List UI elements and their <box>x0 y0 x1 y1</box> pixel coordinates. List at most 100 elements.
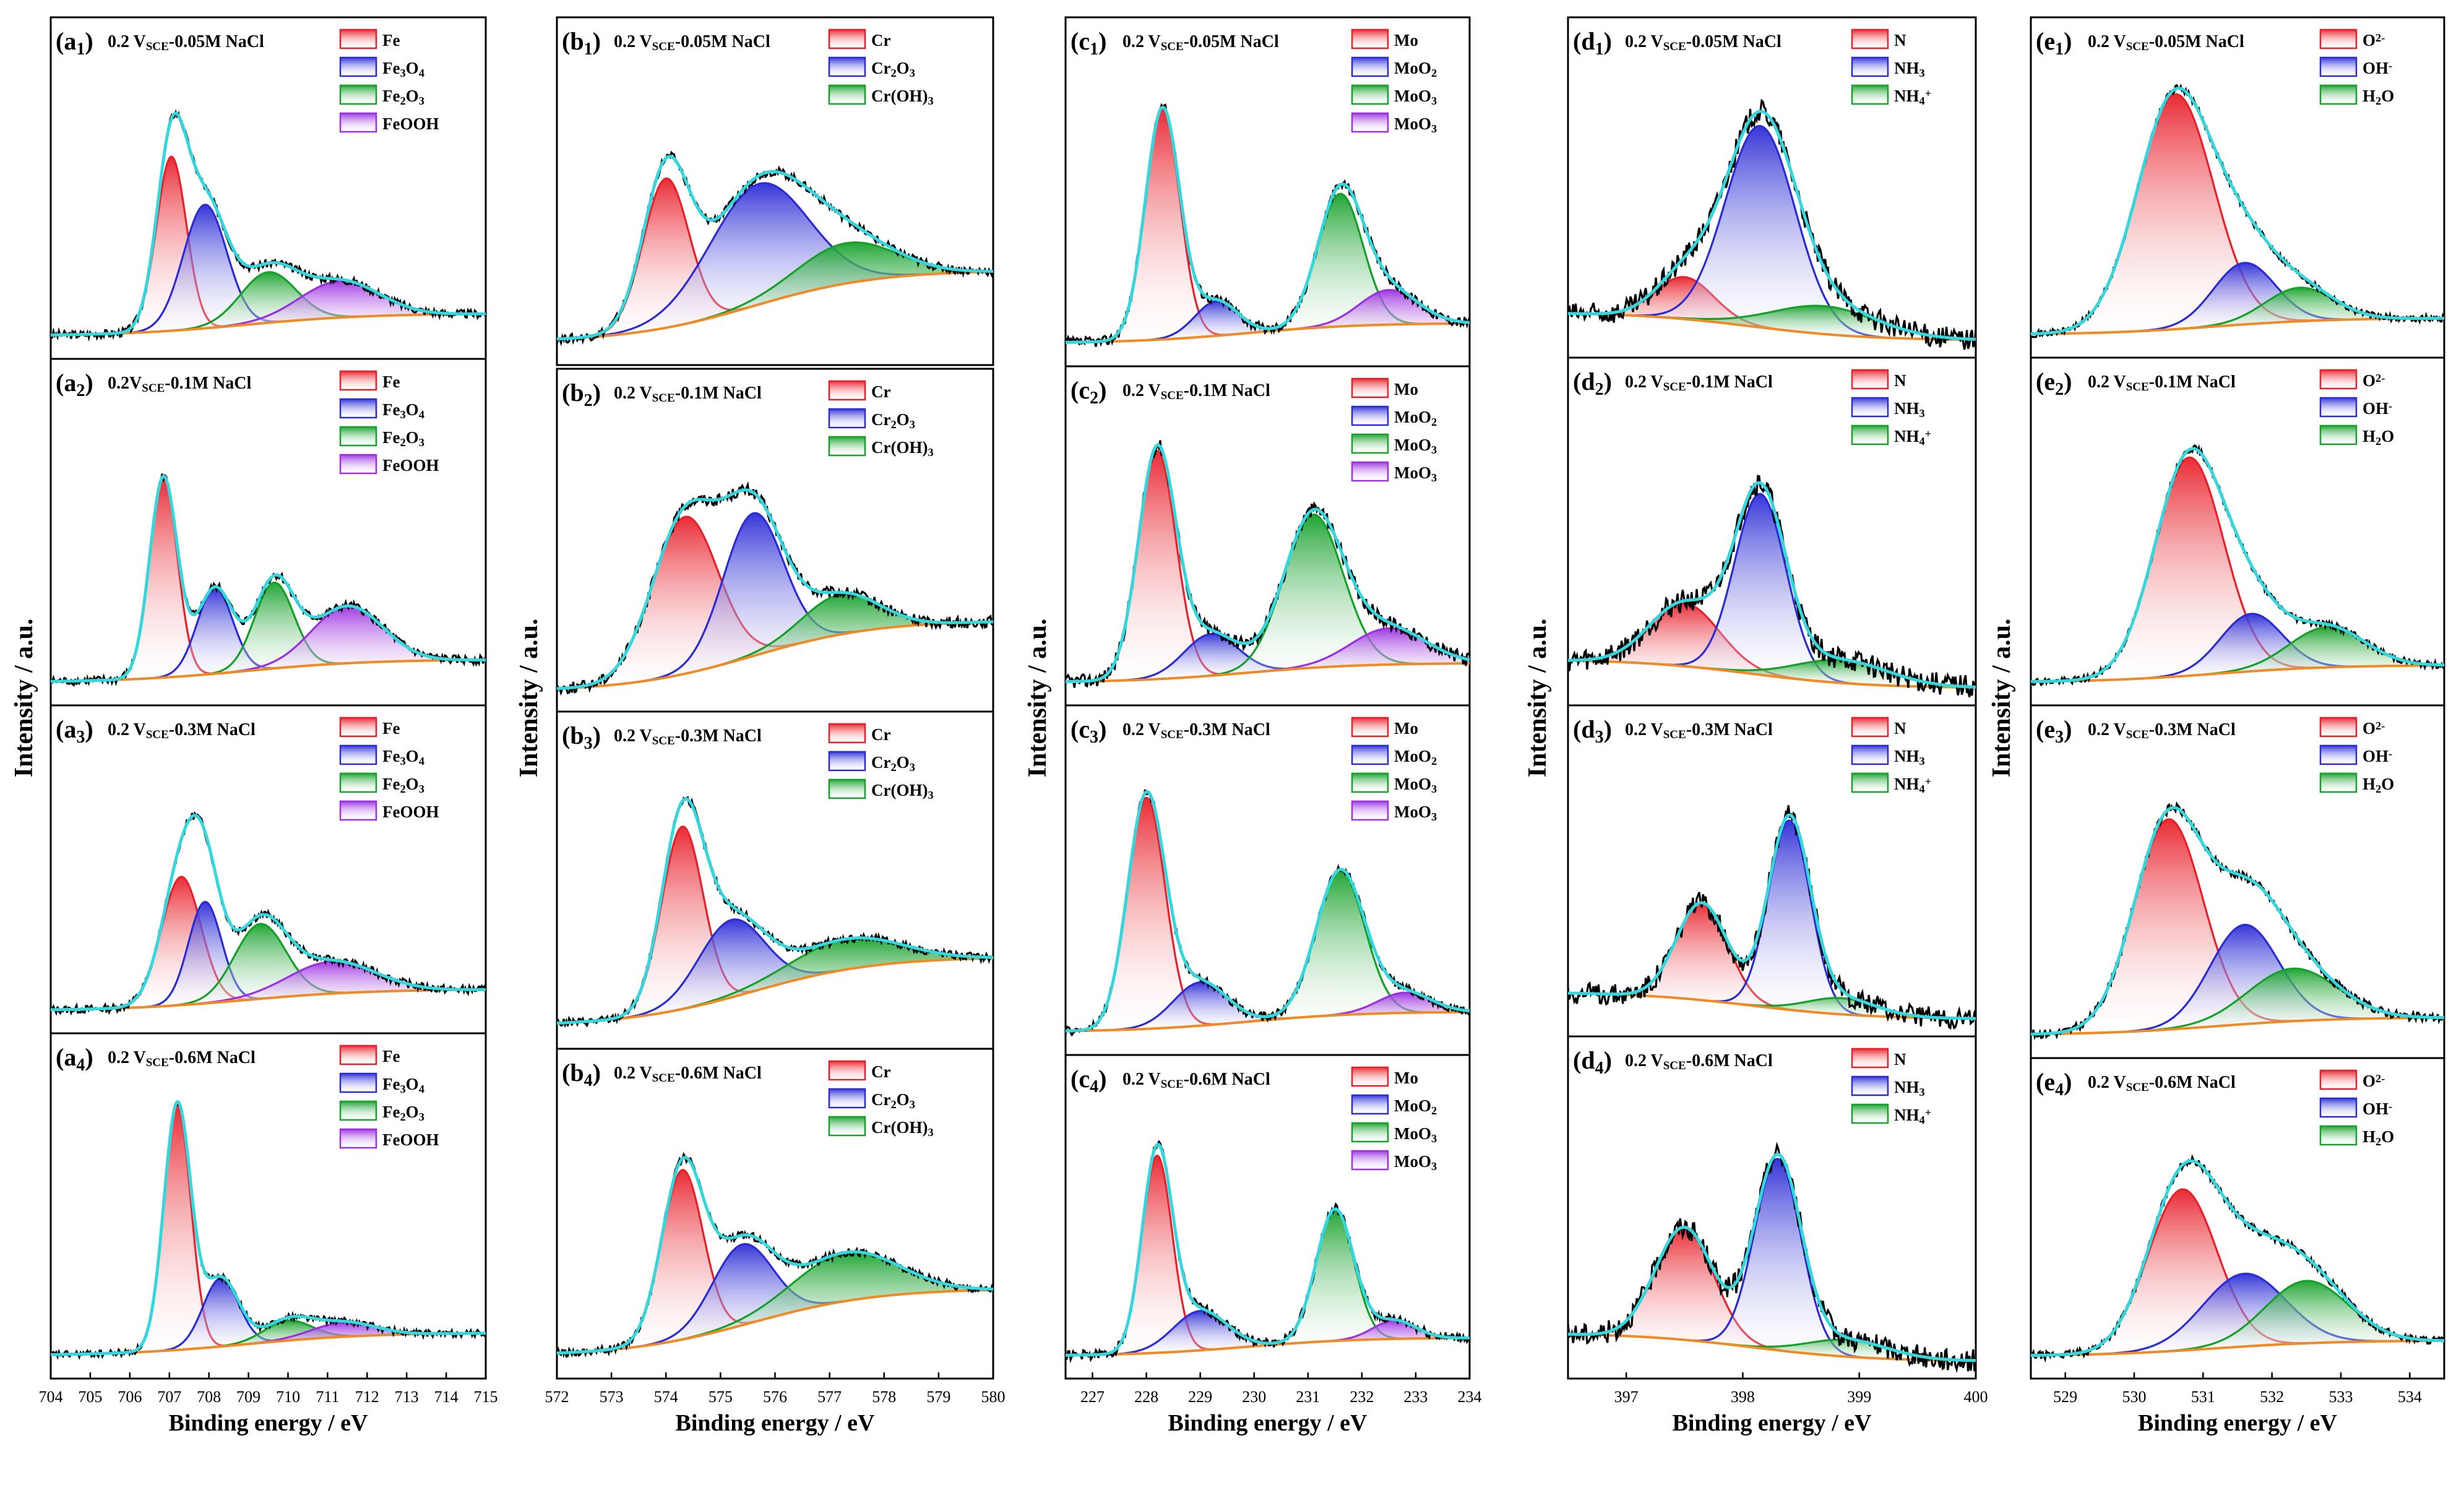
legend-swatch <box>1351 405 1389 426</box>
panel-c4: (c4) 0.2 VSCE-0.6M NaCl Mo MoO2 MoO3 MoO3 227 2… <box>1064 1054 1482 1436</box>
legend-swatch <box>2319 84 2358 105</box>
panel-condition: 0.2 VSCE-0.3M NaCl <box>1122 720 1270 741</box>
legend-swatch <box>1351 84 1389 105</box>
component-fill-2 <box>1568 660 1976 687</box>
panel-e4: (e4) 0.2 VSCE-0.6M NaCl O2- OH- H2O 529 530 531… <box>2030 1057 2445 1436</box>
background-line <box>2031 1016 2444 1036</box>
fit-envelope <box>2031 1159 2444 1357</box>
legend-label: O2- <box>2363 31 2385 50</box>
component-fill-0 <box>1066 1155 1470 1356</box>
legend-swatch <box>1851 744 1889 765</box>
x-tick-label: 399 <box>1847 1388 1871 1406</box>
legend-swatch <box>339 1044 377 1065</box>
x-tick-label: 531 <box>2191 1388 2215 1406</box>
x-tick-label: 232 <box>1350 1388 1374 1406</box>
panel-condition: 0.2 VSCE-0.1M NaCl <box>2088 372 2236 394</box>
legend-label: Cr(OH)3 <box>871 781 934 801</box>
panel-a4: (a4) 0.2 VSCE-0.6M NaCl Fe Fe3O4 Fe2O3 FeOOH 7… <box>39 1032 498 1436</box>
background-line <box>1568 992 1976 1020</box>
x-axis-title: Binding energy / eV <box>1673 1410 1872 1436</box>
panel-label: (a3) <box>56 715 93 747</box>
panel-label: (c1) <box>1070 27 1106 59</box>
legend-label: Fe <box>382 372 400 391</box>
panel-label: (e2) <box>2036 368 2072 399</box>
legend-swatch <box>2319 28 2358 50</box>
panel-frame <box>556 1048 994 1380</box>
component-fill-2 <box>51 272 486 335</box>
legend-swatch <box>339 28 377 50</box>
legend-swatch <box>828 1088 866 1109</box>
panel-label: (e1) <box>2036 27 2072 59</box>
legend-swatch <box>1351 28 1389 50</box>
legend-swatch <box>1851 84 1889 105</box>
x-tick-label: 397 <box>1614 1388 1639 1406</box>
panel-condition: 0.2 VSCE-0.05M NaCl <box>108 32 264 53</box>
panel-condition: 0.2 VSCE-0.05M NaCl <box>614 32 770 53</box>
component-fill-0 <box>2031 1189 2444 1356</box>
legend-label: Cr <box>871 1062 890 1081</box>
component-fill-2 <box>2031 627 2444 682</box>
x-tick-label: 713 <box>395 1388 419 1406</box>
legend-label: Mo <box>1394 380 1418 398</box>
component-fill-0 <box>51 157 486 335</box>
y-axis-title: Intensity / a.u. <box>515 619 543 778</box>
panel-label: (e3) <box>2036 715 2072 747</box>
panel-e1: (e1) 0.2 VSCE-0.05M NaCl O2- OH- H2O <box>2030 16 2445 359</box>
component-fill-2 <box>51 582 486 682</box>
legend-label: NH3 <box>1894 747 1925 767</box>
legend-swatch <box>2319 369 2358 390</box>
panel-a3: (a3) 0.2 VSCE-0.3M NaCl Fe Fe3O4 Fe2O3 FeOOH <box>50 704 487 1035</box>
fit-envelope <box>556 1156 993 1355</box>
fit-envelope <box>556 797 994 1025</box>
panel-label: (a2) <box>56 369 93 400</box>
background-line <box>556 620 994 690</box>
component-fill-1 <box>1568 494 1976 687</box>
legend-label: NH4+ <box>1894 1106 1931 1126</box>
legend-label: MoO2 <box>1394 747 1437 767</box>
panel-label: (d4) <box>1573 1046 1612 1078</box>
legend-swatch <box>828 28 866 50</box>
raw-spectrum <box>1567 475 1977 697</box>
legend-swatch <box>1851 1048 1889 1069</box>
background-line <box>2030 1339 2444 1357</box>
fit-envelope <box>1066 1142 1470 1357</box>
fit-envelope <box>1066 105 1470 344</box>
background-line <box>556 957 994 1025</box>
legend-label: H2O <box>2363 427 2394 447</box>
x-tick-label: 573 <box>600 1388 624 1406</box>
panel-c1: (c1) 0.2 VSCE-0.05M NaCl Mo MoO2 MoO3 MoO3 <box>1064 16 1471 368</box>
legend-label: Mo <box>1394 719 1418 738</box>
legend-label: Mo <box>1394 1069 1418 1087</box>
fit-envelope <box>1066 443 1470 684</box>
panel-a2: (a2) 0.2VSCE-0.1M NaCl Fe Fe3O4 Fe2O3 FeOOH <box>50 358 487 707</box>
legend-swatch <box>2319 1097 2358 1118</box>
x-axis-title: Binding energy / eV <box>676 1410 876 1436</box>
x-tick-label: 712 <box>355 1388 379 1406</box>
legend-label: MoO2 <box>1394 59 1437 79</box>
legend-swatch <box>1851 717 1889 738</box>
legend-swatch <box>828 56 866 77</box>
legend-swatch <box>1351 744 1389 765</box>
legend-swatch <box>339 800 377 821</box>
panel-condition: 0.2 VSCE-0.6M NaCl <box>2088 1073 2236 1094</box>
background-line <box>51 658 486 683</box>
legend-label: Fe3O4 <box>382 400 424 421</box>
x-tick-label: 229 <box>1188 1388 1212 1406</box>
panel-condition: 0.2 VSCE-0.05M NaCl <box>2088 32 2244 53</box>
legend-swatch <box>2319 1069 2358 1090</box>
component-fill-1 <box>2031 1273 2444 1356</box>
legend-swatch <box>1851 56 1889 77</box>
panel-condition: 0.2 VSCE-0.3M NaCl <box>2088 720 2236 741</box>
component-fill-0 <box>51 877 486 1010</box>
component-fill-0 <box>2031 94 2444 334</box>
component-fill-1 <box>1568 1158 1976 1361</box>
x-tick-label: 704 <box>39 1388 63 1406</box>
panel-a1: (a1) 0.2 VSCE-0.05M NaCl Fe Fe3O4 Fe2O3 FeOOH <box>50 16 487 360</box>
x-tick-label: 711 <box>316 1388 339 1406</box>
component-fill-1 <box>1066 634 1470 682</box>
x-tick-label: 580 <box>981 1388 1006 1406</box>
component-fill-3 <box>1066 290 1470 343</box>
legend-swatch <box>828 751 866 772</box>
component-fill-3 <box>1066 628 1470 682</box>
